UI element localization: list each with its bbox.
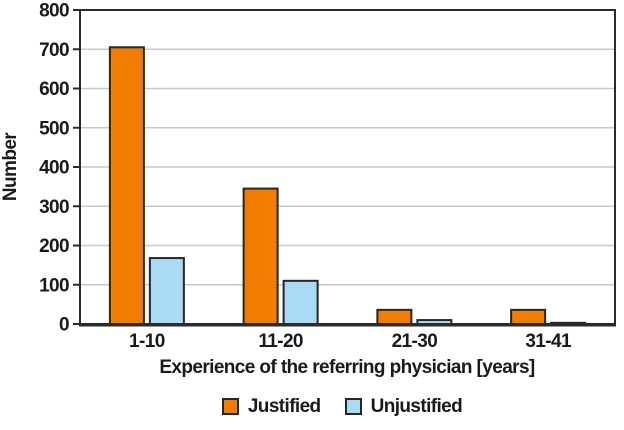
unjustified-swatch — [344, 398, 362, 415]
y-tick-label: 100 — [39, 275, 69, 296]
legend-label-justified: Justified — [247, 396, 321, 417]
y-axis-title: Number — [0, 132, 21, 201]
bar-unjustified-1-10 — [148, 257, 185, 325]
x-tick-label: 31-41 — [525, 331, 572, 352]
y-tick-label: 500 — [39, 118, 69, 139]
legend-item-justified: Justified — [221, 396, 321, 417]
legend-label-unjustified: Unjustified — [370, 396, 463, 417]
y-tick-label: 700 — [39, 40, 69, 61]
bar-justified-21-30 — [376, 308, 413, 325]
x-tick-label: 21-30 — [392, 331, 438, 352]
bar-justified-31-41 — [510, 308, 547, 325]
y-tick-label: 800 — [39, 1, 69, 22]
tick-label-layer: 0 100 200 300 400 500 600 700 800 1-10 11-20 21-30 3… — [39, 1, 572, 353]
x-axis-title: Experience of the referring physician [y… — [159, 357, 535, 378]
y-tick-label: 600 — [39, 79, 69, 100]
legend: Justified Unjustified — [60, 397, 624, 416]
x-tick-label: 11-20 — [258, 331, 303, 352]
justified-swatch — [221, 398, 239, 415]
y-tick-label: 0 — [59, 315, 69, 336]
bar-justified-1-10 — [108, 46, 145, 325]
axis-layer — [73, 9, 616, 327]
bar-justified-11-20 — [242, 187, 279, 325]
y-tick-label: 300 — [39, 197, 69, 218]
legend-item-unjustified: Unjustified — [344, 396, 463, 417]
x-tick-label: 1-10 — [129, 331, 165, 352]
bar-unjustified-11-20 — [282, 279, 319, 326]
grid-layer — [80, 48, 615, 286]
y-tick-label: 200 — [39, 236, 69, 257]
y-tick-label: 400 — [39, 158, 69, 179]
